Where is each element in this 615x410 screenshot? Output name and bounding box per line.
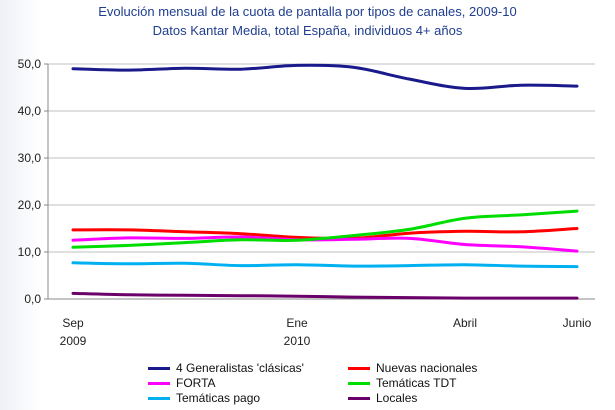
legend-swatch — [348, 397, 370, 400]
legend-swatch — [148, 397, 170, 400]
y-tick-label: 10,0 — [18, 245, 42, 259]
series-line-4-generalistas-cl-sicas — [71, 63, 579, 91]
y-tick-label: 50,0 — [18, 57, 42, 71]
x-tick-label: Junio — [563, 316, 592, 330]
legend-label: Temáticas TDT — [376, 376, 457, 390]
legend-swatch — [348, 367, 370, 370]
legend-swatch — [148, 382, 170, 385]
y-tick-label: 30,0 — [18, 151, 42, 165]
legend-swatch — [148, 367, 170, 370]
x-tick-label: Abril — [453, 316, 477, 330]
legend-label: FORTA — [176, 376, 216, 390]
y-tick-label: 20,0 — [18, 198, 42, 212]
series-line-locales — [71, 291, 579, 300]
x-tick-label: Sep — [62, 316, 84, 330]
chart-subtitle: Datos Kantar Media, total España, indivi… — [152, 23, 463, 38]
series-line-tem-ticas-tdt — [71, 209, 579, 249]
legend-label: Nuevas nacionales — [376, 361, 478, 375]
series-line-tem-ticas-pago — [71, 261, 579, 269]
chart-title: Evolución mensual de la cuota de pantall… — [98, 4, 517, 19]
legend-label: Temáticas pago — [176, 391, 261, 405]
legend-label: Locales — [376, 391, 418, 405]
legend-label: 4 Generalistas 'clásicas' — [176, 361, 304, 375]
y-tick-label: 40,0 — [18, 104, 42, 118]
line-chart: 0,0 10,0 20,0 30,0 40,0 50,0 Sep 2009 Ene 2010 Abr… — [18, 57, 595, 348]
x-tick-label: Ene — [286, 316, 308, 330]
legend-swatch — [348, 382, 370, 385]
x-tick-label: 2009 — [60, 334, 87, 348]
y-tick-label: 0,0 — [24, 292, 41, 306]
x-tick-label: 2010 — [284, 334, 311, 348]
